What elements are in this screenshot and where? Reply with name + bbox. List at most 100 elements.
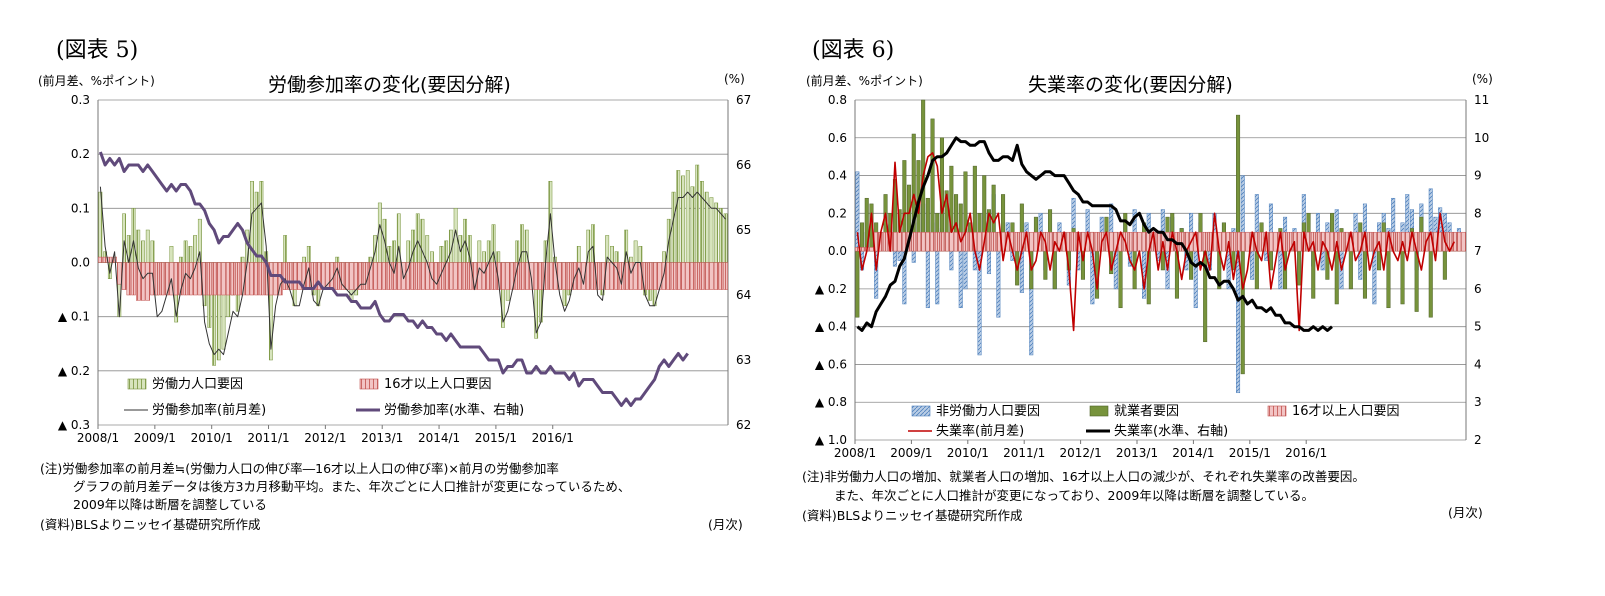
fig6-bar-pop16 bbox=[1240, 231, 1245, 252]
fig5-bar-pop16 bbox=[576, 262, 582, 290]
fig6-bar-pop16 bbox=[1405, 231, 1410, 252]
fig5-right-tick-label: 65 bbox=[736, 223, 751, 237]
fig6-bar-employed bbox=[855, 250, 860, 318]
fig6-bar-pop16 bbox=[1437, 231, 1443, 252]
fig5-bar-pop16 bbox=[481, 262, 487, 290]
fig5-bar-pop16 bbox=[268, 262, 274, 296]
fig5-bar-labor-force bbox=[690, 186, 695, 263]
fig5-bar-labor-force bbox=[676, 170, 681, 263]
fig6-bar-employed bbox=[1400, 250, 1405, 305]
fig6-bar-pop16 bbox=[1456, 231, 1462, 252]
fig6-bar-employed bbox=[1118, 250, 1123, 309]
fig5-left-tick-label: ▲ 0.2 bbox=[58, 364, 90, 378]
fig5-bar-pop16 bbox=[202, 262, 207, 296]
fig5-left-tick-label: 0.0 bbox=[71, 256, 90, 270]
fig6-bar-pop16 bbox=[1315, 231, 1321, 252]
fig5-bar-pop16 bbox=[694, 262, 700, 290]
fig5-bar-pop16 bbox=[154, 262, 160, 296]
fig5-bar-labor-force bbox=[420, 218, 425, 263]
fig5-bar-pop16 bbox=[709, 262, 714, 290]
fig5-bar-labor-force bbox=[169, 246, 174, 263]
fig5-bar-pop16 bbox=[126, 262, 132, 296]
fig6-left-tick-label: ▲ 0.8 bbox=[815, 395, 847, 409]
fig5-bar-pop16 bbox=[609, 262, 615, 290]
fig5-bar-labor-force bbox=[178, 256, 183, 263]
fig5-bar-labor-force bbox=[700, 181, 704, 263]
fig5-bar-pop16 bbox=[259, 262, 264, 296]
fig5-bar-pop16 bbox=[420, 262, 425, 290]
fig5-bar-pop16 bbox=[221, 262, 226, 296]
fig6-left-tick-label: ▲ 1.0 bbox=[815, 433, 847, 447]
fig6-legend-swatch-nonlabor bbox=[911, 405, 931, 417]
fig6-bar-employed bbox=[1297, 250, 1302, 286]
fig6-bar-pop16 bbox=[1419, 231, 1424, 252]
fig6-legend-swatch-employed bbox=[1089, 405, 1109, 417]
fig5-bar-pop16 bbox=[704, 262, 709, 290]
fig5-bar-pop16 bbox=[382, 262, 387, 290]
fig6-right-tick-label: 7 bbox=[1474, 244, 1482, 258]
fig5-bar-pop16 bbox=[453, 262, 458, 290]
fig5-right-tick-label: 67 bbox=[736, 93, 751, 107]
fig6-bar-pop16 bbox=[1137, 231, 1142, 252]
fig5-bar-pop16 bbox=[652, 262, 657, 290]
fig5-bar-pop16 bbox=[377, 262, 383, 290]
fig5-bar-pop16 bbox=[519, 262, 525, 290]
figure-6-title: 失業率の変化(要因分解) bbox=[1028, 74, 1233, 96]
figure-5-note-1: (注)労働参加率の前月差≒(労働力人口の伸び率―16才以上人口の伸び率)×前月の… bbox=[40, 461, 559, 476]
fig6-bar-nonlabor bbox=[963, 250, 968, 290]
figure-5-label: (図表 5) bbox=[56, 38, 139, 63]
fig6-left-tick-label: 0.6 bbox=[828, 131, 847, 145]
fig5-bar-labor-force bbox=[141, 240, 145, 263]
fig6-bar-pop16 bbox=[1245, 231, 1250, 252]
fig6-bar-pop16 bbox=[1268, 231, 1274, 252]
fig5-bar-labor-force bbox=[406, 240, 411, 263]
fig6-bar-pop16 bbox=[1080, 231, 1086, 252]
fig6-right-tick-label: 9 bbox=[1474, 169, 1482, 183]
fig6-bar-pop16 bbox=[1452, 231, 1457, 252]
fig5-bar-pop16 bbox=[282, 262, 288, 290]
fig6-left-tick-label: 0.8 bbox=[828, 93, 847, 107]
fig5-bar-labor-force bbox=[633, 240, 638, 263]
fig5-bar-pop16 bbox=[429, 262, 435, 290]
fig5-bar-labor-force bbox=[411, 229, 415, 263]
fig6-bar-nonlabor bbox=[1250, 250, 1255, 280]
fig5-bar-pop16 bbox=[552, 262, 558, 290]
fig5-bar-pop16 bbox=[150, 262, 155, 296]
fig6-bar-pop16 bbox=[1339, 231, 1344, 252]
fig6-bar-employed bbox=[860, 222, 865, 252]
figure-5-chart: 0.3 0.2 0.1 0.0 ▲ 0.1 ▲ 0.2 ▲ 0.3 67 66 65 64 63 62 2… bbox=[58, 93, 751, 445]
fig5-bar-pop16 bbox=[244, 262, 250, 296]
fig5-bar-pop16 bbox=[524, 262, 529, 290]
figure-6-panel: (図表 6) (前月差、%ポイント) 失業率の変化(要因分解) (%) 0.8 0… bbox=[800, 0, 1605, 596]
fig5-bar-labor-force bbox=[685, 170, 690, 263]
fig6-bar-nonlabor bbox=[897, 250, 902, 261]
fig6-legend-label-unemp-change: 失業率(前月差) bbox=[936, 423, 1024, 439]
fig5-bar-pop16 bbox=[723, 262, 728, 290]
fig5-bar-pop16 bbox=[690, 262, 695, 290]
fig5-legend-label-lfpr-level: 労働参加率(水準、右軸) bbox=[384, 402, 524, 418]
fig6-bar-pop16 bbox=[1282, 231, 1288, 252]
fig5-bar-labor-force bbox=[183, 240, 188, 263]
fig5-bar-labor-force bbox=[681, 175, 685, 263]
fig6-bar-pop16 bbox=[859, 247, 865, 252]
fig6-bar-pop16 bbox=[1033, 231, 1039, 252]
fig5-line-lfpr-level bbox=[98, 151, 689, 407]
fig6-right-tick-label: 10 bbox=[1474, 131, 1489, 145]
fig6-bar-employed bbox=[1386, 250, 1391, 309]
fig5-bar-pop16 bbox=[718, 262, 724, 290]
fig5-bar-pop16 bbox=[439, 262, 444, 290]
fig6-bar-pop16 bbox=[1198, 231, 1203, 252]
fig6-x-tick-label: 2014/1 bbox=[1172, 446, 1214, 460]
fig5-bar-pop16 bbox=[211, 262, 217, 296]
fig6-x-tick-label: 2012/1 bbox=[1059, 446, 1101, 460]
fig6-x-tick-label: 2016/1 bbox=[1285, 446, 1327, 460]
fig6-x-tick-label: 2013/1 bbox=[1116, 446, 1158, 460]
fig5-right-tick-label: 62 bbox=[736, 418, 751, 432]
fig5-bar-pop16 bbox=[600, 262, 605, 290]
fig5-bar-pop16 bbox=[131, 262, 136, 296]
fig6-bar-employed bbox=[1428, 250, 1433, 318]
fig5-bar-pop16 bbox=[216, 262, 222, 296]
fig5-x-tick-label: 2009/1 bbox=[134, 431, 176, 445]
fig6-bar-pop16 bbox=[1029, 231, 1034, 252]
fig5-bar-labor-force bbox=[482, 251, 486, 263]
